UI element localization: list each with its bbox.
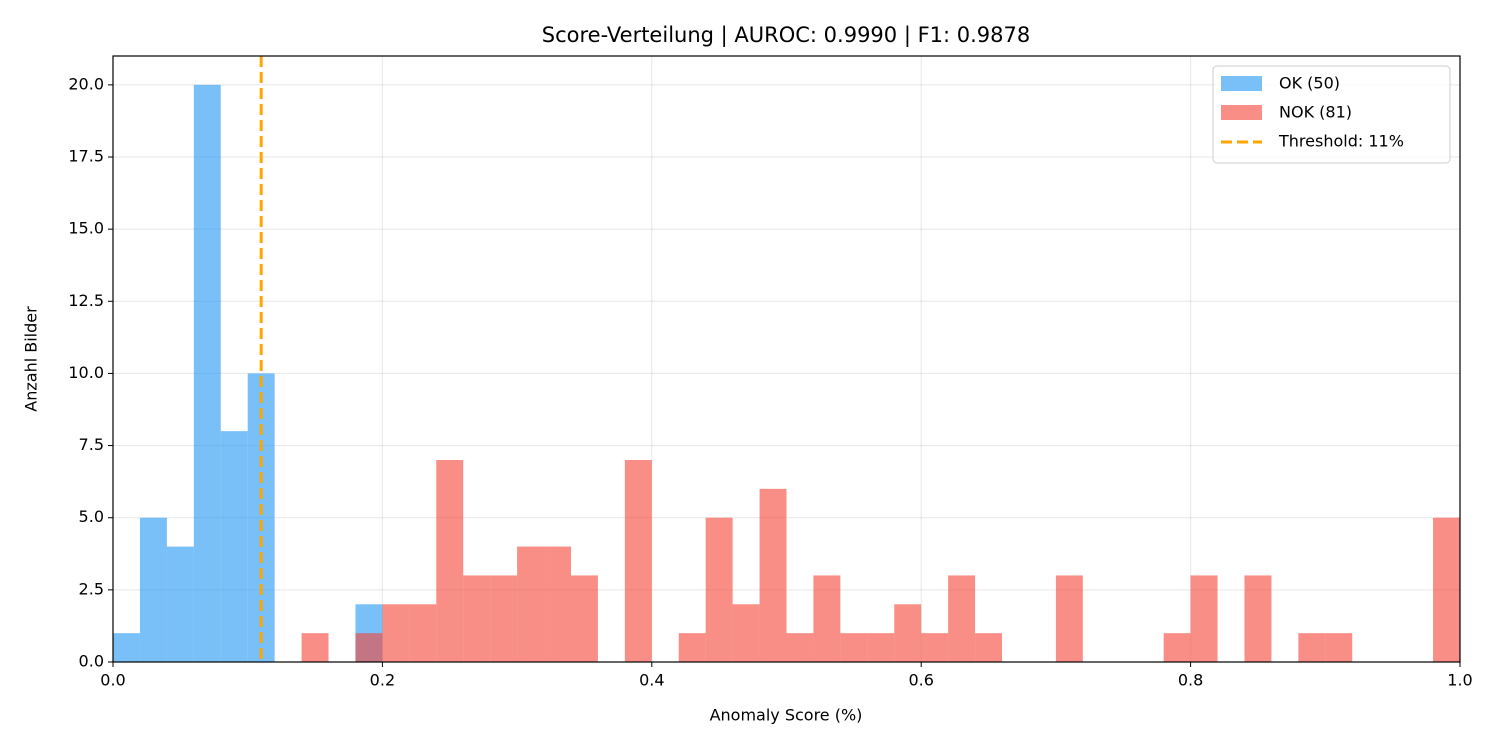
y-tick-label: 2.5 (79, 579, 104, 598)
x-tick-label: 0.2 (370, 671, 395, 690)
histogram-bar (732, 604, 760, 662)
legend-swatch (1221, 105, 1262, 120)
histogram-bar (1163, 633, 1191, 662)
histogram-bar (786, 633, 814, 662)
y-tick-label: 12.5 (68, 291, 104, 310)
histogram-bar (113, 633, 140, 662)
legend-label: Threshold: 11% (1278, 132, 1404, 151)
histogram-bar (705, 517, 733, 662)
x-tick-label: 0.8 (1178, 671, 1203, 690)
y-tick-label: 10.0 (68, 363, 104, 382)
y-tick-label: 20.0 (68, 74, 104, 93)
histogram-bar (247, 373, 275, 662)
legend-label: NOK (81) (1279, 103, 1352, 122)
plot-frame (112, 55, 1461, 663)
x-tick-label: 1.0 (1447, 671, 1472, 690)
y-tick-label: 7.5 (79, 435, 104, 454)
chart-title: Score-Verteilung | AUROC: 0.9990 | F1: 0… (542, 23, 1031, 48)
x-tick-label: 0.0 (100, 671, 125, 690)
legend-box (1212, 65, 1451, 164)
histogram-bar (570, 575, 598, 662)
histogram-bar (382, 604, 410, 662)
histogram-bar (166, 546, 194, 662)
histogram-bar (436, 460, 464, 662)
y-axis-label: Anzahl Bilder (22, 306, 41, 412)
histogram-bar (193, 84, 221, 663)
x-axis-label: Anomaly Score (%) (710, 706, 863, 725)
histogram-bar (463, 575, 491, 662)
legend-swatch (1221, 76, 1262, 91)
histogram-bar (517, 546, 545, 662)
histogram-bar (1298, 633, 1326, 662)
histogram-bar (1244, 575, 1272, 662)
histogram-bar (813, 575, 841, 662)
histogram-bar (975, 633, 1003, 662)
histogram-bar (355, 633, 383, 662)
histogram-bar (409, 604, 437, 662)
histogram-bar (1325, 633, 1353, 662)
histogram-bar (678, 633, 706, 662)
histogram-bar (894, 604, 922, 662)
x-tick-label: 0.6 (908, 671, 933, 690)
histogram-bar (948, 575, 976, 662)
histogram-bar (624, 460, 652, 662)
histogram-bar (1433, 517, 1460, 662)
histogram-bar (139, 517, 167, 662)
histogram-bar (301, 633, 329, 662)
y-tick-label: 15.0 (68, 219, 104, 238)
legend-label: OK (50) (1279, 74, 1340, 93)
histogram-bar (1055, 575, 1083, 662)
histogram-bar (840, 633, 868, 662)
legend: OK (50) NOK (81) Threshold: 11% (1212, 65, 1451, 164)
y-tick-label: 0.0 (79, 652, 104, 671)
histogram-bar (867, 633, 895, 662)
histogram-bar (490, 575, 518, 662)
histogram-bar (1190, 575, 1218, 662)
histogram-bar (921, 633, 949, 662)
y-tick-label: 5.0 (79, 507, 104, 526)
histogram-bar (544, 546, 571, 662)
histogram-bar (220, 431, 248, 662)
x-tick-label: 0.4 (639, 671, 664, 690)
y-tick-label: 17.5 (68, 147, 104, 166)
histogram-bar (759, 488, 787, 662)
